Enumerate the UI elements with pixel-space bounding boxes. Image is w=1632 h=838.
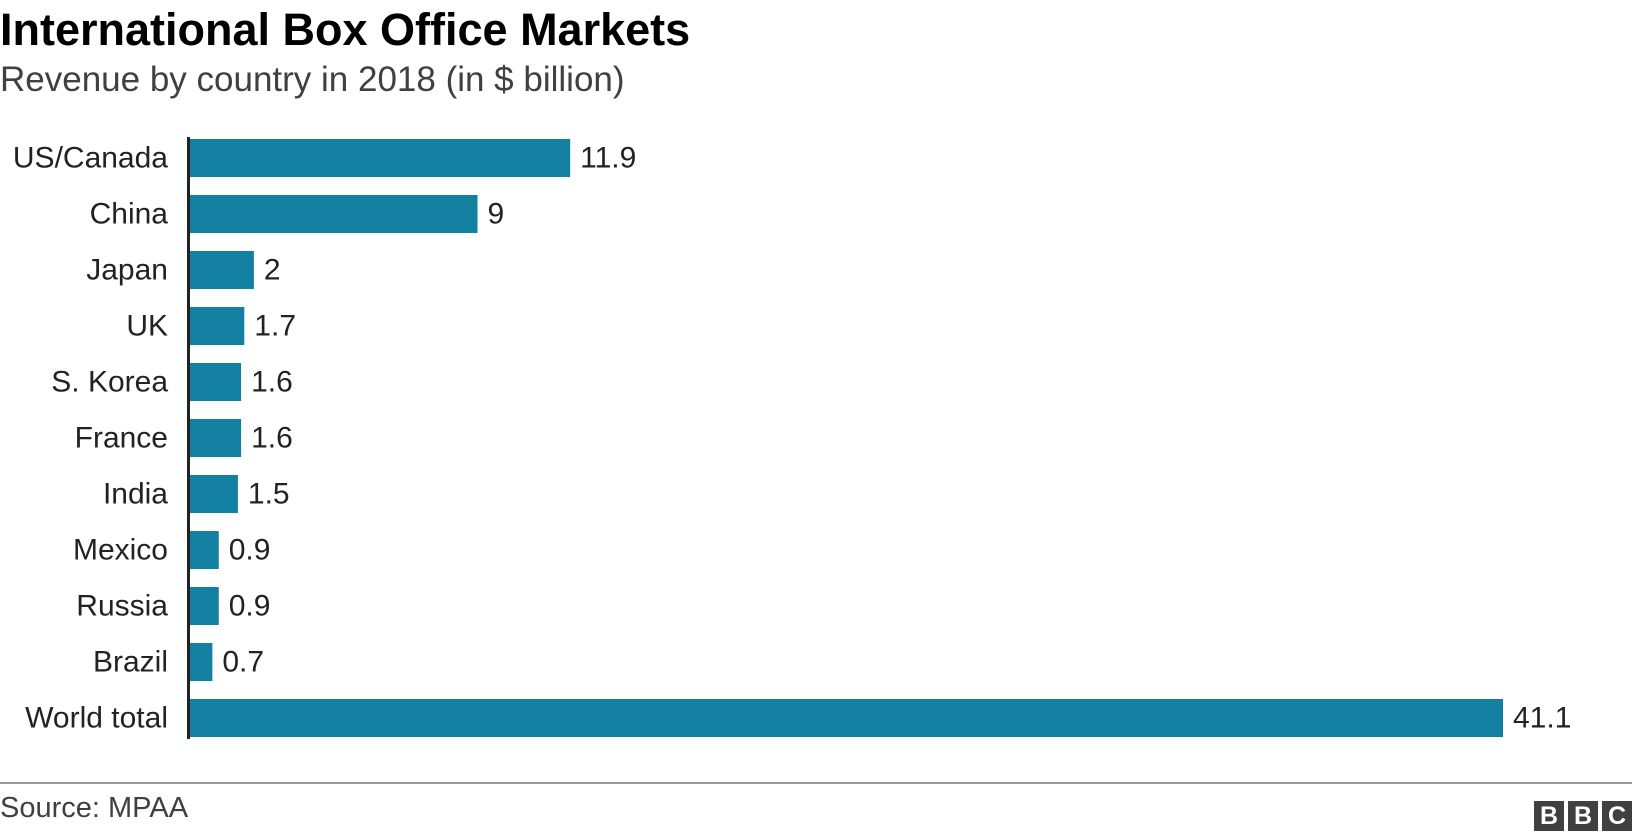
value-label-russia: 0.9 [229,590,271,623]
category-label-brazil: Brazil [93,646,168,679]
value-label-us-canada: 11.9 [580,142,636,175]
bbc-logo: B B C [1534,801,1632,831]
category-label-china: China [90,198,169,231]
value-label-france: 1.6 [251,422,293,455]
category-label-japan: Japan [86,254,168,287]
category-label-s-korea: S. Korea [51,366,168,399]
bar-china [190,195,478,233]
bar-france [190,419,242,457]
value-label-japan: 2 [264,254,281,287]
bar-mexico [190,531,219,569]
bar-japan [190,251,254,289]
category-label-uk: UK [126,310,168,343]
bar-world-total [190,699,1503,737]
bar-chart: US/Canada 11.9 China 9 Japan 2 UK 1.7 S. Korea 1.… [13,137,1571,739]
bar-russia [190,587,219,625]
value-label-world-total: 41.1 [1513,702,1571,735]
category-label-india: India [103,478,168,511]
value-label-brazil: 0.7 [222,646,264,679]
chart-title: International Box Office Markets [0,4,691,55]
bar-uk [190,307,245,345]
footer-divider [0,782,1632,784]
chart-subtitle: Revenue by country in 2018 (in $ billion… [0,60,625,99]
category-label-france: France [75,422,168,455]
bar-us-canada [190,139,571,177]
source-note: Source: MPAA [0,792,189,824]
value-label-india: 1.5 [248,478,290,511]
category-label-mexico: Mexico [73,534,168,567]
category-label-world-total: World total [25,702,168,735]
value-label-s-korea: 1.6 [251,366,293,399]
value-label-china: 9 [488,198,505,231]
bbc-logo-letter: C [1602,801,1632,831]
category-label-us-canada: US/Canada [13,142,168,175]
value-label-mexico: 0.9 [229,534,271,567]
bar-brazil [190,643,213,681]
bar-s-korea [190,363,242,401]
bbc-logo-letter: B [1534,801,1564,831]
category-label-russia: Russia [76,590,168,623]
value-label-uk: 1.7 [254,310,296,343]
bbc-logo-letter: B [1568,801,1598,831]
bar-india [190,475,238,513]
